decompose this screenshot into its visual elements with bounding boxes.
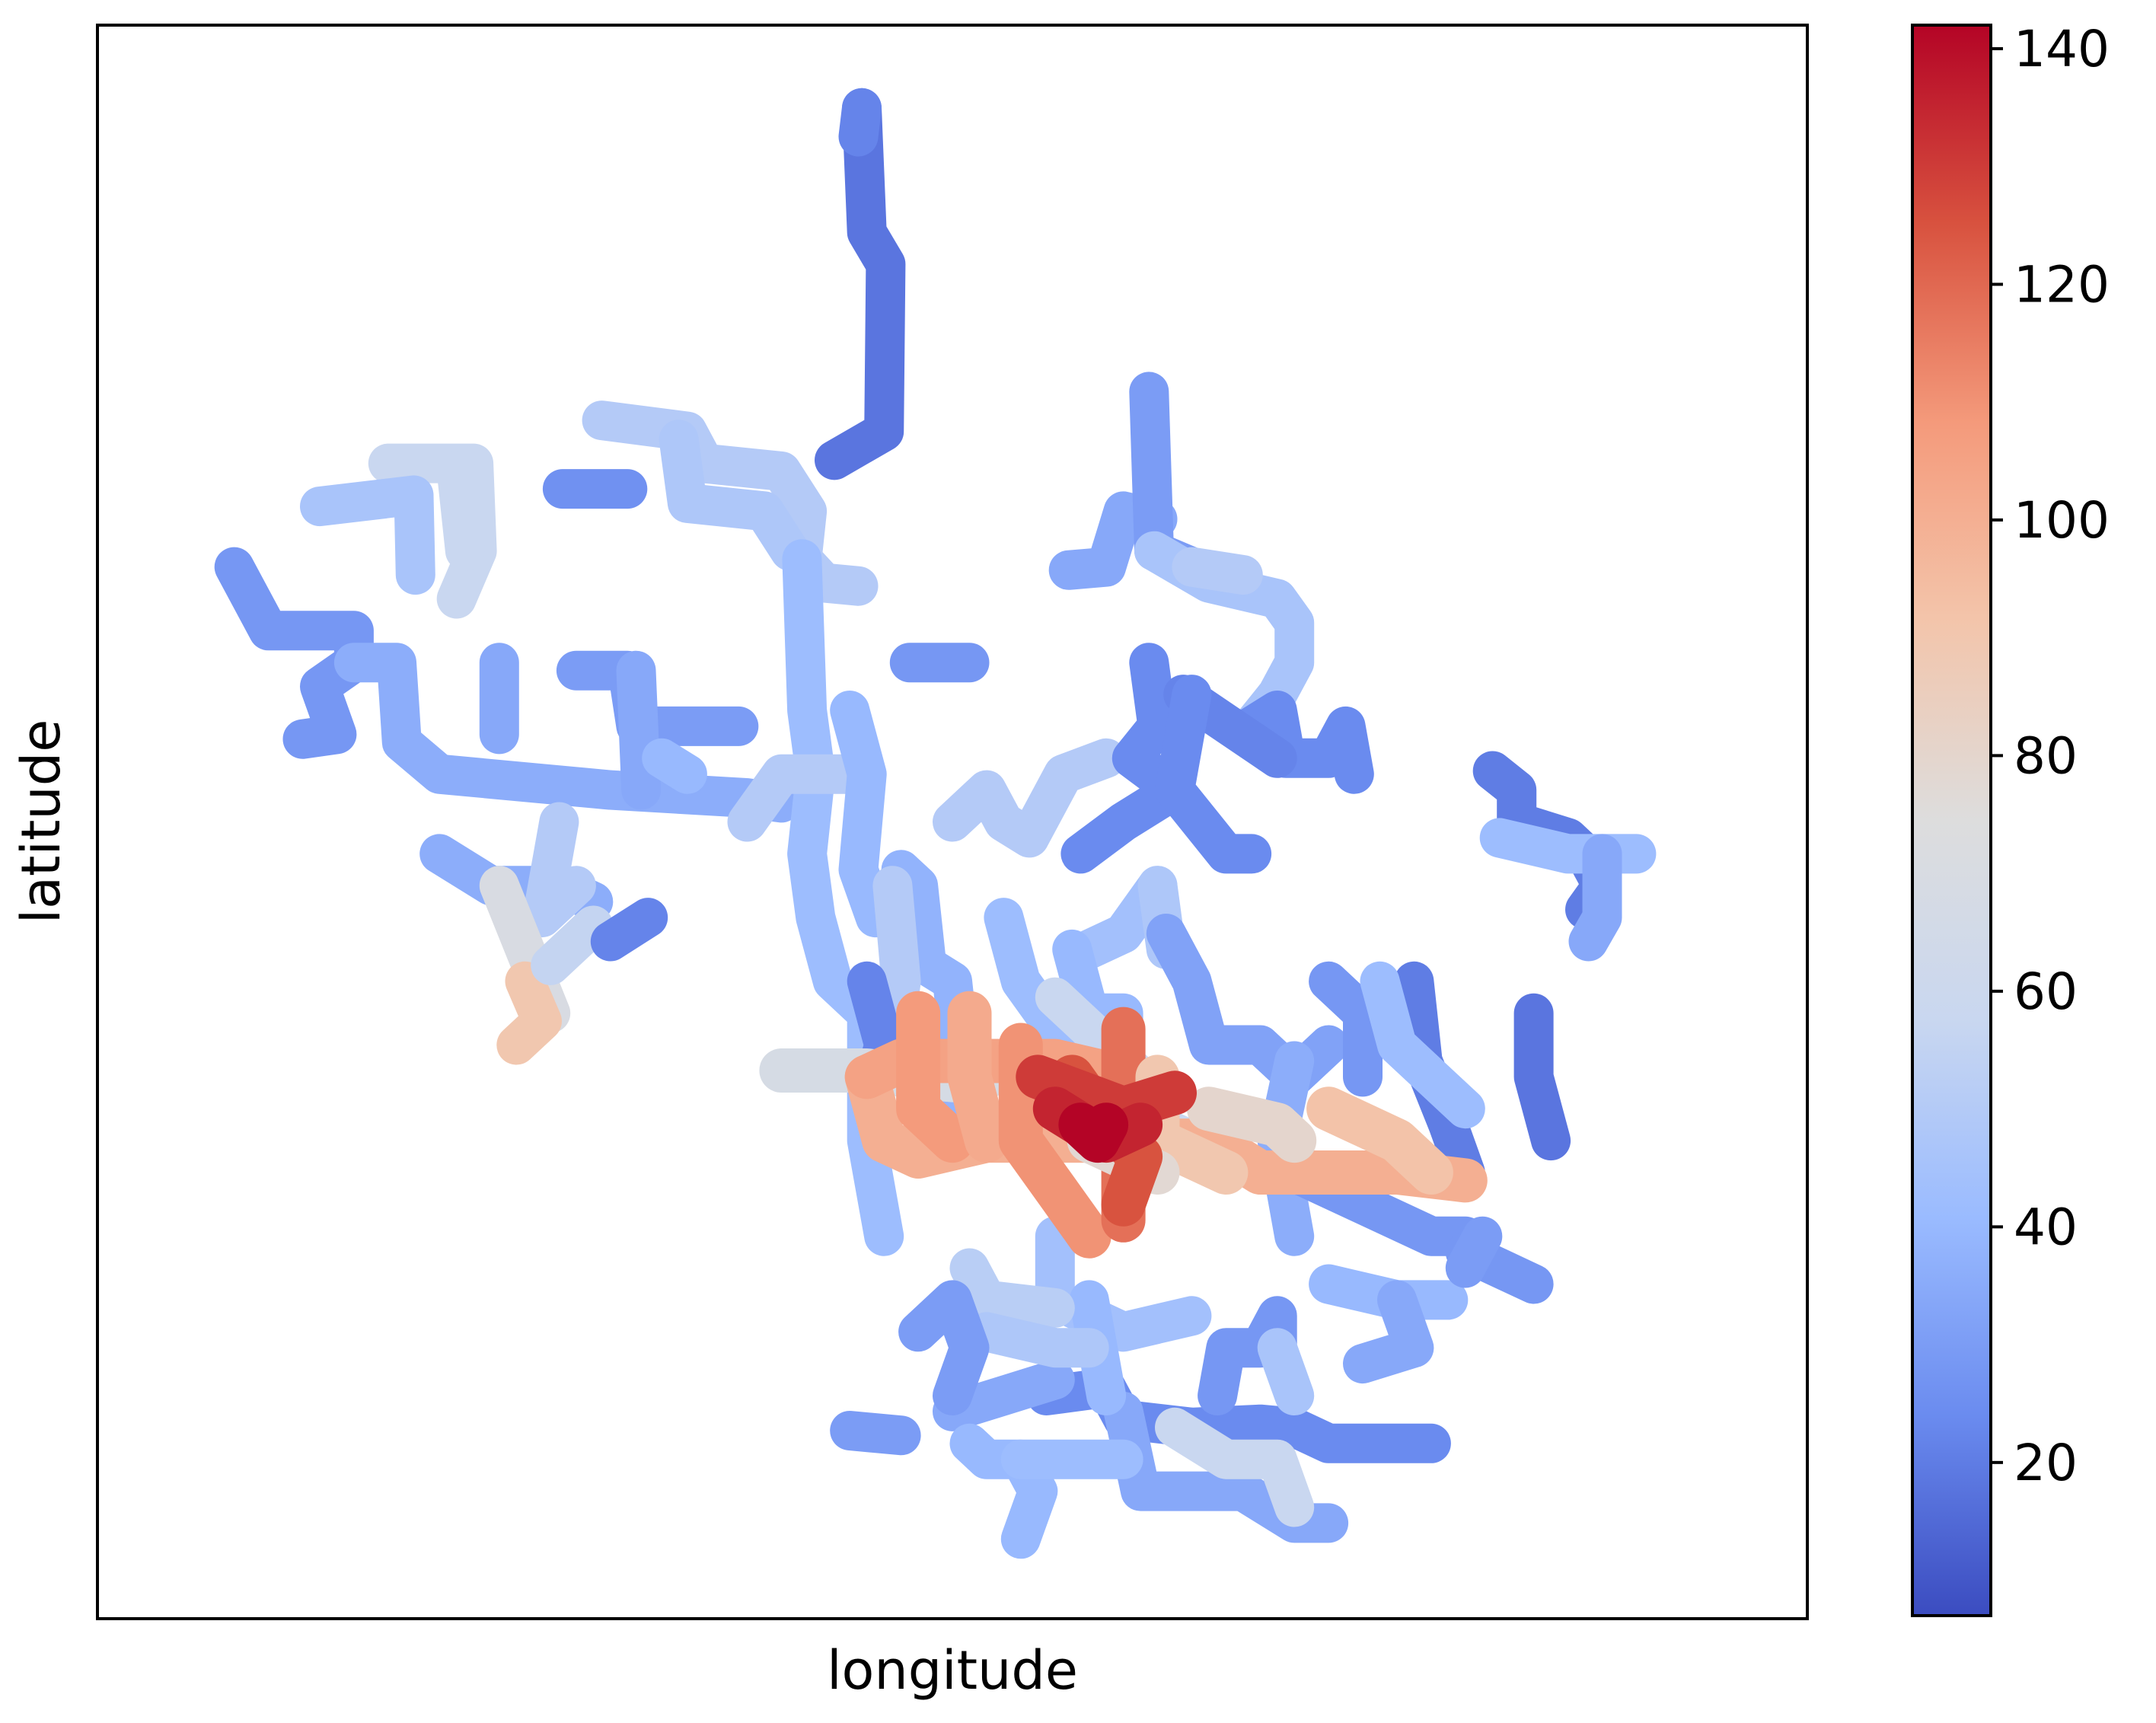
road-segment	[1343, 1280, 1434, 1384]
colorbar-tick-label: 80	[2014, 726, 2078, 785]
road-segment	[436, 451, 485, 571]
road-segment	[1155, 1407, 1315, 1527]
road-segment	[642, 738, 707, 794]
colorbar-gradient	[1912, 25, 1991, 1616]
road-segment	[1257, 1328, 1315, 1415]
road-segment	[1155, 675, 1272, 874]
road-segment	[659, 420, 810, 571]
road-segment	[966, 1312, 1109, 1368]
road-segment	[949, 1248, 1075, 1328]
road-segment	[590, 898, 668, 962]
road-segment	[1445, 1216, 1503, 1288]
road-segment	[616, 650, 662, 810]
road-segments	[214, 88, 1657, 1559]
road-segment	[214, 547, 374, 759]
road-segment	[1309, 961, 1383, 1097]
road-segment	[898, 1280, 990, 1415]
road-segment	[1058, 1102, 1129, 1163]
road-segment	[896, 991, 974, 1163]
plot-area	[214, 88, 1657, 1559]
road-segment	[496, 961, 562, 1065]
colorbar-tick-label: 20	[2014, 1434, 2078, 1492]
y-axis-label: latitude	[10, 720, 72, 924]
road-segment	[1060, 643, 1194, 874]
road-segment	[933, 1360, 1075, 1431]
road-segment	[1568, 834, 1622, 962]
colorbar: 20 40 60 80 100 120 140	[1911, 20, 2110, 1617]
road-segment	[1172, 547, 1263, 595]
colorbar-tick-label: 140	[2014, 20, 2110, 78]
road-segment	[727, 754, 870, 842]
colorbar-tick-label: 60	[2014, 962, 2078, 1021]
road-segment	[838, 88, 882, 157]
road-segment	[1513, 993, 1571, 1161]
colorbar-tick-label: 120	[2014, 255, 2110, 314]
colorbar-ticks: 20 40 60 80 100 120 140	[1991, 20, 2110, 1492]
road-segment	[830, 691, 895, 938]
road-segment	[1360, 961, 1485, 1129]
road-segment	[1306, 1086, 1453, 1195]
road-segment	[300, 475, 435, 595]
road-segment	[947, 991, 1009, 1163]
road-segment	[830, 1411, 921, 1456]
hot-road-segments	[759, 991, 1488, 1259]
road-segment	[1232, 691, 1374, 794]
colorbar-tick-label: 100	[2014, 491, 2110, 550]
road-segment	[815, 88, 906, 480]
colorbar-frame	[1911, 24, 1992, 1617]
road-segment	[531, 905, 614, 985]
x-axis-label: longitude	[827, 1639, 1078, 1702]
road-segment	[522, 802, 596, 938]
plot-frame	[96, 24, 1809, 1620]
road-segment	[998, 1023, 1111, 1259]
colorbar-tick-label: 40	[2014, 1198, 2078, 1256]
road-segment	[933, 738, 1127, 858]
road-segment	[1186, 1086, 1317, 1163]
